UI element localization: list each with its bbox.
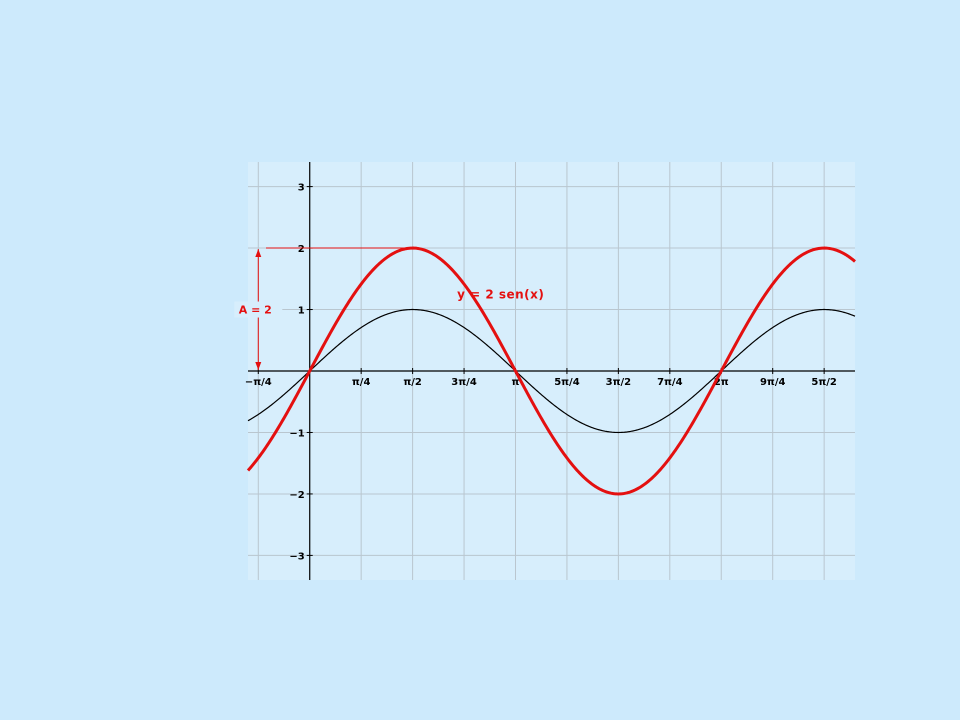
y-tick-label: 2	[298, 244, 305, 255]
x-tick-label: 9π/4	[760, 377, 786, 388]
x-tick-label: π	[512, 377, 520, 388]
amplitude-label-bg	[234, 301, 283, 318]
x-tick-label: π/4	[352, 377, 371, 388]
y-tick-label: −2	[289, 490, 304, 501]
tick-labels: −π/4 π/4 π/2 3π/4 π 5π/4 3π/2 7π/4 2π 9π/4 5π/2 3 2 1…	[245, 183, 837, 563]
x-tick-label: 3π/4	[451, 377, 477, 388]
x-tick-label: −π/4	[245, 377, 272, 388]
y-tick-label: 1	[298, 306, 305, 317]
y-tick-label: −3	[289, 551, 304, 562]
x-tick-label: 5π/2	[811, 377, 837, 388]
x-tick-label: π/2	[403, 377, 422, 388]
series-line-2sin	[246, 246, 856, 496]
series-label: y = 2 sen(x)	[457, 287, 544, 301]
x-tick-label: 2π	[714, 377, 729, 388]
x-tick-label: 7π/4	[657, 377, 683, 388]
y-tick-label: 3	[298, 183, 305, 194]
annotations: y = 2 sen(x) A = 2	[234, 247, 544, 370]
series-line-sin	[247, 308, 856, 434]
x-tick-label: 3π/2	[606, 377, 632, 388]
y-tick-label: −1	[289, 428, 304, 439]
x-tick-label: 5π/4	[554, 377, 580, 388]
amplitude-label: A = 2	[239, 304, 272, 317]
amplitude-arrow-head-down	[255, 362, 262, 370]
series-layer	[246, 246, 856, 496]
amplitude-arrow-head-up	[255, 249, 262, 258]
